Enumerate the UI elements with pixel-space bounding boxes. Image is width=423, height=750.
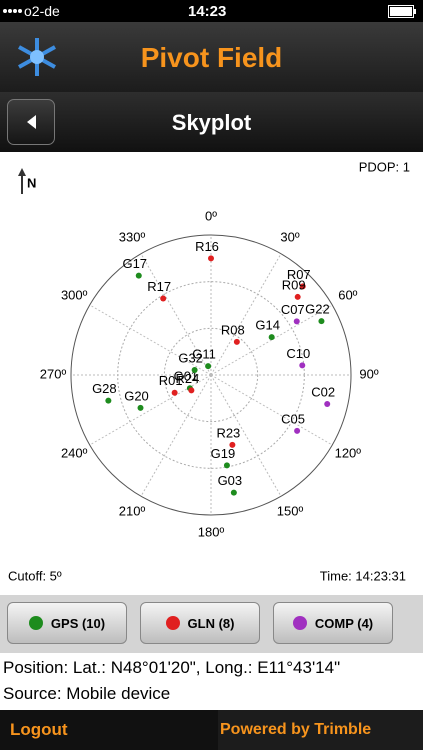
- system-button[interactable]: GLN (8): [140, 602, 260, 644]
- satellite: [299, 362, 306, 369]
- satellite: [137, 404, 144, 411]
- azimuth-label: 90º: [359, 366, 378, 381]
- satellite: [229, 441, 236, 448]
- logo: [18, 38, 56, 76]
- back-button[interactable]: [7, 99, 55, 145]
- azimuth-line: [89, 304, 212, 376]
- satellite-label: G17: [122, 256, 147, 271]
- azimuth-label: 0º: [205, 208, 217, 223]
- satellite-label: C10: [286, 346, 310, 361]
- north-icon: [18, 168, 26, 194]
- time: Time: 14:23:31: [320, 568, 406, 583]
- info: Position: Lat.: N48°01'20", Long.: E11°4…: [0, 655, 423, 707]
- azimuth-label: 120º: [335, 445, 362, 460]
- logout-button[interactable]: Logout: [10, 720, 68, 739]
- azimuth-label: 60º: [338, 287, 357, 302]
- satellite: [208, 255, 214, 262]
- page-title: Skyplot: [171, 110, 252, 135]
- satellite: [268, 334, 275, 341]
- satellite: [188, 387, 195, 394]
- satellite-label: R16: [195, 239, 219, 254]
- azimuth-label: 270º: [40, 366, 67, 381]
- azimuth-label: 180º: [198, 524, 225, 539]
- system-button[interactable]: GPS (10): [7, 602, 127, 644]
- satellite-label: R07: [287, 267, 311, 282]
- source: Source: Mobile device: [3, 684, 171, 703]
- satellite-label: G14: [255, 318, 280, 333]
- satellite: [294, 427, 301, 434]
- azimuth-line: [140, 374, 212, 497]
- app-title: Pivot Field: [140, 42, 283, 73]
- azimuth-line: [210, 374, 282, 497]
- satellite: [160, 295, 167, 302]
- satellite-label: G19: [211, 446, 236, 461]
- header: Pivot Field: [0, 22, 423, 92]
- satellite-label: R08: [221, 322, 245, 337]
- satellite-label: R17: [147, 279, 171, 294]
- satellite-label: G03: [218, 473, 243, 488]
- satellite-label: R24: [175, 371, 199, 386]
- azimuth-label: 210º: [119, 503, 146, 518]
- satellite: [318, 318, 325, 325]
- nav-bar: Skyplot: [0, 92, 423, 152]
- azimuth-line: [210, 253, 282, 376]
- satellite: [299, 283, 306, 290]
- system-button[interactable]: COMP (4): [273, 602, 393, 644]
- satellite-label: C05: [281, 411, 305, 426]
- legend-label: GPS (10): [50, 615, 106, 631]
- satellite-label: G32: [178, 350, 203, 365]
- skyplot: PDOP: 1 N Cutoff: 5º Time: 14:23:31 0º 30…: [8, 159, 410, 583]
- cutoff: Cutoff: 5º: [8, 568, 62, 583]
- satellite-label: C07: [281, 302, 305, 317]
- azimuth-line: [140, 253, 212, 376]
- satellite-label: G01: [174, 369, 199, 384]
- satellite-label: G11: [192, 347, 216, 362]
- legend-label: GLN (8): [187, 615, 235, 631]
- clock: 14:23: [188, 3, 227, 20]
- satellite: [230, 489, 237, 496]
- satellite: [171, 389, 178, 396]
- satellite-label: R09: [282, 277, 306, 292]
- satellite-label: R23: [216, 425, 240, 440]
- satellite: [105, 397, 112, 404]
- carrier: o2-de: [24, 3, 60, 19]
- powered-by: Powered by Trimble: [218, 710, 423, 750]
- status-bar: o2-de 14:23: [0, 0, 423, 22]
- satellite: [135, 272, 142, 279]
- north-label: N: [27, 175, 36, 190]
- satellite: [294, 293, 301, 300]
- elevation-ring: [163, 327, 259, 423]
- satellite-label: G28: [92, 381, 117, 396]
- satellite: [205, 363, 212, 370]
- azimuth-label: 330º: [119, 230, 146, 245]
- satellite-label: C02: [311, 384, 335, 399]
- legend-dot: [165, 616, 180, 630]
- satellite: [324, 400, 331, 407]
- satellite-label: G20: [124, 388, 149, 403]
- azimuth-label: 30º: [280, 230, 299, 245]
- satellite: [223, 462, 230, 469]
- satellite: [233, 338, 240, 345]
- satellite: [191, 366, 198, 373]
- legend-dot: [28, 616, 43, 630]
- azimuth-line: [210, 374, 333, 446]
- battery-icon: [388, 5, 416, 18]
- legend-bar: GPS (10) GLN (8) COMP (4): [0, 595, 423, 653]
- azimuth-label: 150º: [277, 503, 304, 518]
- azimuth-label: 300º: [61, 287, 88, 302]
- azimuth-label: 240º: [61, 445, 88, 460]
- footer: Logout Powered by Trimble: [0, 710, 423, 750]
- signal-icon: [3, 9, 22, 13]
- pdop: PDOP: 1: [359, 159, 410, 174]
- elevation-ring: [70, 234, 352, 516]
- legend-label: COMP (4): [314, 615, 374, 631]
- satellite-label: G22: [305, 302, 330, 317]
- position: Position: Lat.: N48°01'20", Long.: E11°4…: [3, 658, 341, 677]
- legend-dot: [292, 616, 307, 630]
- satellite: [293, 318, 300, 325]
- satellite-label: R01: [159, 373, 183, 388]
- azimuth-line: [89, 374, 212, 446]
